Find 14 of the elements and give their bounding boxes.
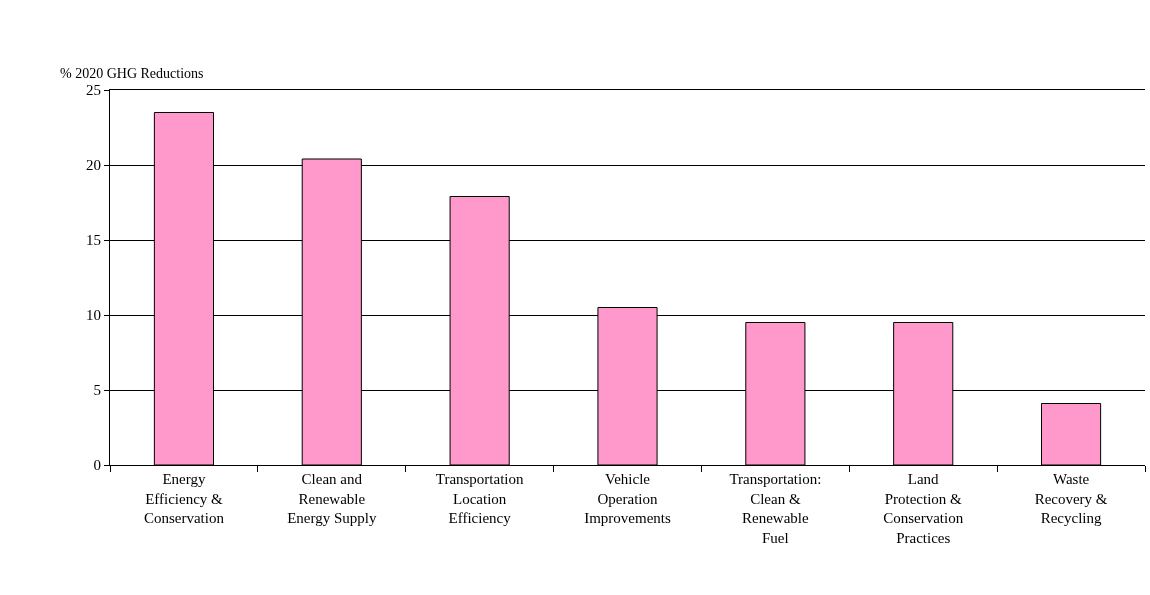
y-tick-label: 25	[86, 82, 101, 99]
y-axis-title: % 2020 GHG Reductions	[60, 66, 204, 81]
x-tick-label: Transportation: Clean & Renewable Fuel	[729, 471, 822, 546]
x-tick-label: Waste Recovery & Recycling	[1034, 471, 1108, 526]
x-tick-label: Energy Efficiency & Conservation	[143, 471, 225, 526]
y-tick-label: 20	[86, 157, 101, 174]
x-tick-label: Transportation Location Efficiency	[435, 471, 525, 526]
y-tick-label: 10	[86, 307, 101, 324]
x-tick-label: Vehicle Operation Improvements	[584, 471, 671, 526]
x-tick-label: Land Protection & Conservation Practices	[883, 471, 964, 546]
y-tick-label: 15	[86, 232, 101, 249]
x-tick-label: Clean and Renewable Energy Supply	[287, 471, 377, 526]
y-tick-label: 5	[93, 382, 101, 399]
y-tick-label: 0	[93, 457, 101, 474]
